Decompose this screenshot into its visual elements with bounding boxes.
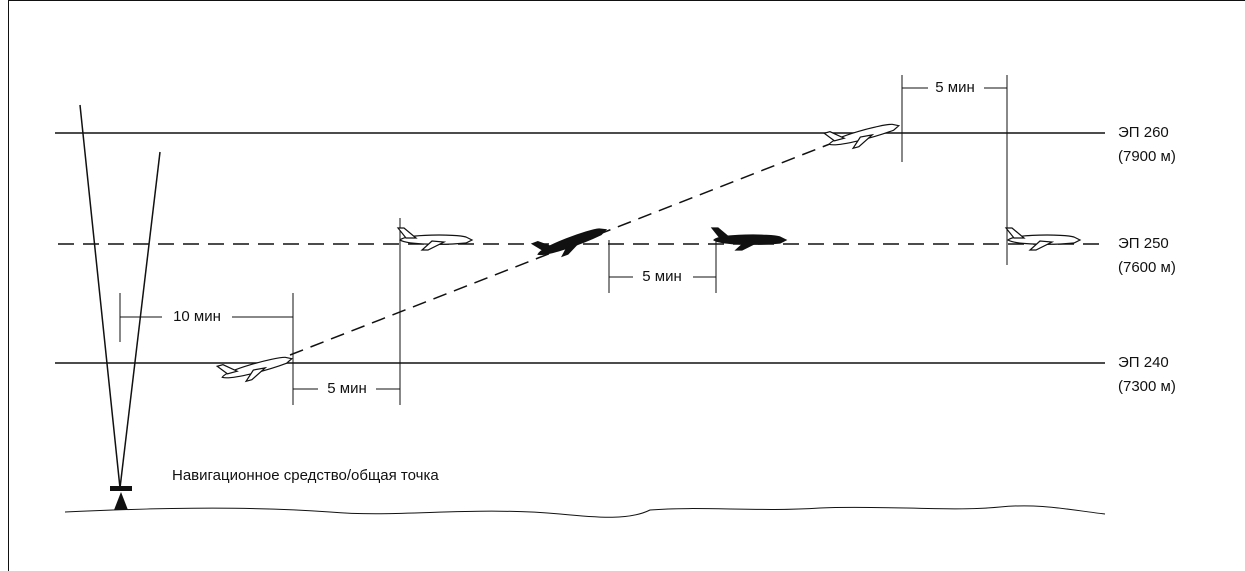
- aircraft: [397, 227, 473, 251]
- interval-label: 5 мин: [327, 380, 367, 397]
- level-altitude: (7900 м): [1118, 148, 1176, 165]
- level-label: ЭП 240: [1118, 354, 1169, 371]
- aircraft: [531, 217, 610, 265]
- level-label: ЭП 260: [1118, 124, 1169, 141]
- interval-markers: [119, 75, 1008, 405]
- aircraft: [823, 113, 902, 156]
- navaid-symbol: [110, 486, 132, 491]
- interval-label: 10 мин: [173, 308, 221, 325]
- terrain: [64, 505, 1106, 518]
- navaid-symbol: [114, 492, 128, 510]
- aircraft: [1005, 227, 1081, 251]
- navaid-label: Навигационное средство/общая точка: [172, 467, 439, 484]
- aircraft: [711, 227, 787, 251]
- level-altitude: (7300 м): [1118, 378, 1176, 395]
- navaid-beams: [79, 104, 161, 489]
- level-label: ЭП 250: [1118, 235, 1169, 252]
- level-altitude: (7600 м): [1118, 259, 1176, 276]
- interval-label: 5 мин: [642, 268, 682, 285]
- interval-label: 5 мин: [935, 79, 975, 96]
- aircraft: [216, 346, 295, 389]
